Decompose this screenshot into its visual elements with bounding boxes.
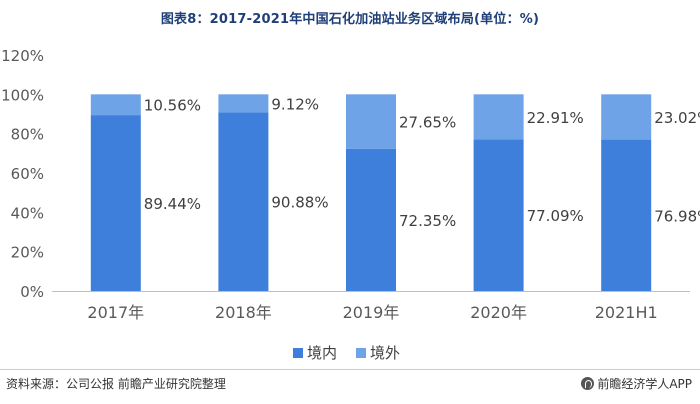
y-tick-label: 100% <box>1 86 44 104</box>
data-labels: 89.44% 10.56% 90.88% 9.12% 72.35% 27.65% 77.09… <box>144 95 700 230</box>
x-tick-label: 2021H1 <box>595 303 658 322</box>
data-label-outer: 9.12% <box>271 95 319 113</box>
legend-item-inner: 境内 <box>293 342 337 363</box>
bar-outer <box>218 94 269 113</box>
bar-inner <box>218 112 269 291</box>
data-label-outer: 10.56% <box>144 97 201 115</box>
footer-divider <box>0 369 700 370</box>
bars <box>90 94 652 291</box>
legend-swatch-outer <box>356 347 366 358</box>
data-label-outer: 22.91% <box>527 109 584 127</box>
x-axis: 2017年 2018年 2019年 2020年 2021H1 <box>52 291 690 322</box>
legend-label-inner: 境内 <box>307 344 338 362</box>
legend-label-outer: 境外 <box>370 344 401 362</box>
y-tick-label: 60% <box>11 165 44 183</box>
footer-brand-label: 前瞻经济学人APP <box>597 377 692 391</box>
legend-item-outer: 境外 <box>356 342 400 363</box>
legend-swatch-inner <box>293 347 303 358</box>
bar-inner <box>601 139 652 291</box>
x-tick-label: 2020年 <box>470 303 527 322</box>
bar-inner <box>473 139 524 291</box>
bar-inner <box>346 148 396 291</box>
chart-title: 图表8：2017-2021年中国石化加油站业务区域布局(单位：%) <box>160 12 540 27</box>
y-tick-label: 40% <box>11 204 44 222</box>
x-tick-label: 2017年 <box>87 303 144 322</box>
y-tick-label: 0% <box>20 283 44 301</box>
bar-outer <box>601 94 652 140</box>
bar-inner <box>90 115 141 291</box>
data-label-inner: 89.44% <box>144 195 201 213</box>
x-tick-label: 2019年 <box>343 303 400 322</box>
y-tick-label: 20% <box>11 244 44 262</box>
x-tick-label: 2018年 <box>215 303 272 322</box>
data-label-inner: 76.98% <box>654 207 700 225</box>
data-label-outer: 23.02% <box>654 109 700 127</box>
data-label-outer: 27.65% <box>399 114 456 132</box>
data-label-inner: 72.35% <box>399 212 456 230</box>
qianzhan-logo-icon <box>581 377 595 390</box>
data-label-inner: 77.09% <box>527 207 584 225</box>
bar-outer <box>346 94 396 149</box>
data-label-inner: 90.88% <box>271 194 328 212</box>
footer-brand: 前瞻经济学人APP <box>581 375 692 392</box>
bar-outer <box>473 94 524 140</box>
y-axis: 0% 20% 40% 60% 80% 100% 120% <box>1 47 44 301</box>
y-tick-label: 120% <box>1 47 44 65</box>
bar-outer <box>90 94 141 116</box>
y-tick-label: 80% <box>11 126 44 144</box>
footer-source: 资料来源：公司公报 前瞻产业研究院整理 <box>6 377 226 391</box>
